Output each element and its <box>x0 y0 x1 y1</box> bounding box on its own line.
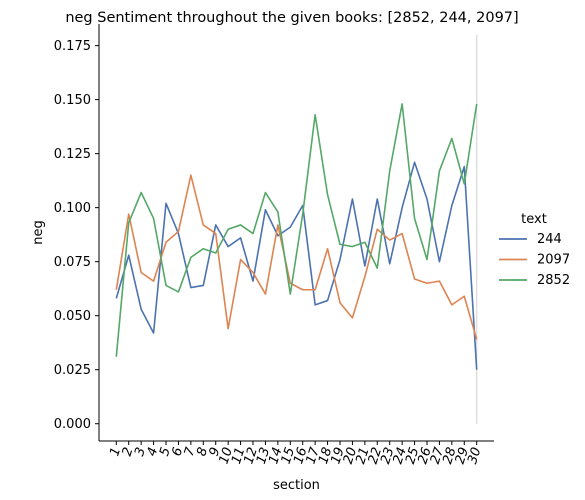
x-tick-label: 30 <box>465 446 484 466</box>
x-tick-label: 26 <box>415 446 434 466</box>
x-tick-label: 20 <box>341 446 360 466</box>
series-line-2097 <box>115 174 478 340</box>
x-tick-label: 15 <box>279 446 298 466</box>
x-tick-label: 23 <box>378 446 397 466</box>
legend: text 244 2097 2852 <box>499 212 570 288</box>
x-tick-label: 22 <box>366 446 385 466</box>
legend-title: text <box>521 212 547 227</box>
y-tick-label: 0.175 <box>54 39 91 54</box>
legend-label-2097: 2097 <box>537 253 570 268</box>
x-tick-label: 28 <box>440 446 459 466</box>
legend-label-2852: 2852 <box>537 273 570 288</box>
y-tick-label: 0.025 <box>54 363 91 378</box>
x-tick-label: 12 <box>241 446 260 466</box>
x-tick-label: 24 <box>391 446 410 466</box>
x-axis-label: section <box>273 478 320 493</box>
y-axis-label: neg <box>31 220 46 245</box>
x-axis-ticks: 1234567891011121314151617181920212223242… <box>107 441 485 466</box>
x-tick-label: 21 <box>353 446 372 466</box>
x-tick-label: 25 <box>403 446 422 466</box>
x-tick-label: 14 <box>266 446 285 466</box>
chart-title: neg Sentiment throughout the given books… <box>65 10 518 26</box>
y-tick-label: 0.100 <box>54 201 91 216</box>
legend-label-244: 244 <box>537 232 562 247</box>
x-tick-label: 13 <box>254 446 273 466</box>
x-tick-label: 18 <box>316 446 335 466</box>
series-line-2852 <box>115 103 478 357</box>
x-tick-label: 11 <box>229 446 248 466</box>
y-tick-label: 0.050 <box>54 309 91 324</box>
x-tick-label: 10 <box>217 446 236 466</box>
y-tick-label: 0.075 <box>54 255 91 270</box>
y-tick-label: 0.125 <box>54 147 91 162</box>
x-tick-label: 29 <box>453 446 472 466</box>
y-axis-ticks: 0.000 0.025 0.050 0.075 0.100 0.125 0.150 0.175 <box>54 39 99 432</box>
series-line-244 <box>115 161 478 370</box>
series-lines <box>115 34 478 424</box>
x-tick-label: 19 <box>328 446 347 466</box>
x-tick-label: 17 <box>304 445 324 466</box>
y-tick-label: 0.000 <box>54 417 91 432</box>
y-tick-label: 0.150 <box>54 93 91 108</box>
x-tick-label: 27 <box>428 445 448 466</box>
x-tick-label: 16 <box>291 446 310 466</box>
